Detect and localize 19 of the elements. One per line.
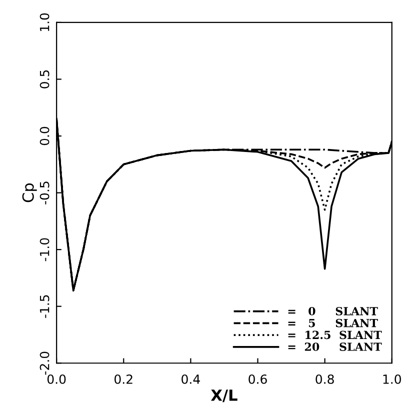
legend-label: = 0 SLANT bbox=[288, 306, 378, 316]
legend-label: = 20 SLANT bbox=[288, 342, 382, 351]
y-axis-title: Cp bbox=[22, 183, 37, 202]
x-tick-label: 0.0 bbox=[47, 374, 66, 384]
x-axis-title: X/L bbox=[210, 390, 238, 402]
x-tick-label: 1.0 bbox=[383, 374, 401, 384]
x-tick-label: 0.4 bbox=[182, 374, 200, 384]
y-tick-label: -1.0 bbox=[40, 238, 50, 262]
legend-label: = 5 SLANT bbox=[288, 318, 378, 328]
y-tick-label: -2.0 bbox=[40, 352, 50, 375]
legend-label: = 12.5 SLANT bbox=[288, 330, 382, 340]
y-tick-label: -0.5 bbox=[40, 182, 50, 204]
y-tick-label: 0.5 bbox=[40, 70, 50, 88]
x-tick-label: 0.2 bbox=[114, 374, 132, 384]
y-tick-label: 1.0 bbox=[40, 13, 50, 32]
y-tick-label: -1.5 bbox=[40, 295, 50, 318]
x-tick-label: 0.6 bbox=[248, 374, 267, 384]
y-tick-label: 0.0 bbox=[40, 126, 50, 146]
x-tick-label: 0.8 bbox=[316, 374, 334, 384]
